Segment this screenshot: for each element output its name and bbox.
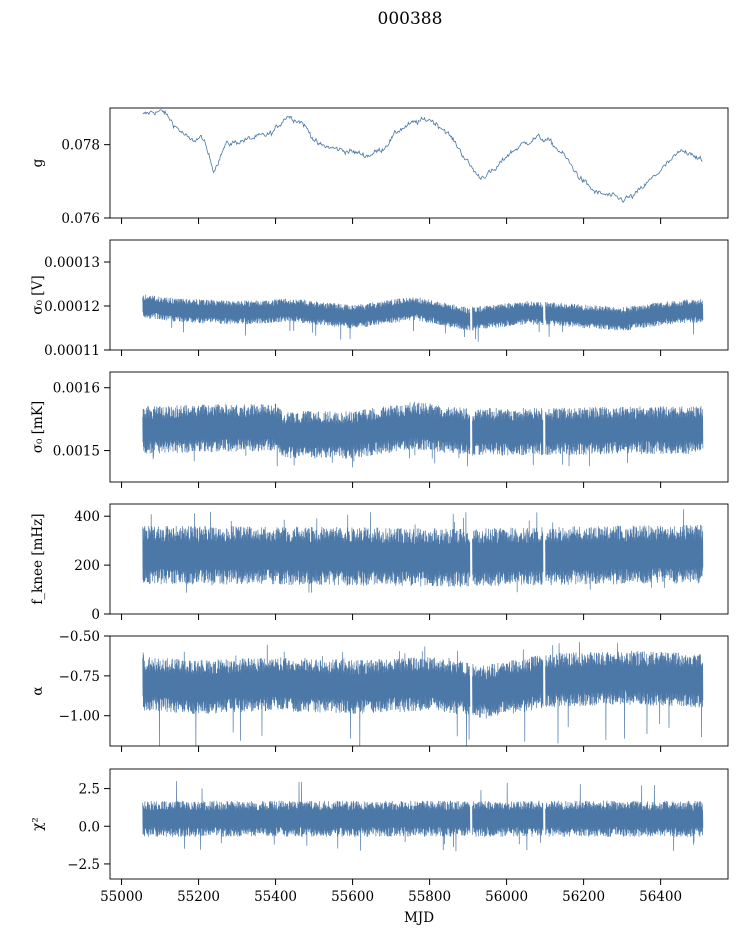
x-tick-label: 55000: [100, 889, 143, 905]
axes-frame: [109, 107, 729, 219]
figure-title: 000388: [378, 9, 443, 29]
y-axis-label: σ₀ [V]: [30, 275, 46, 314]
subplot-fknee: 0 200 400 f_knee [mHz]: [30, 503, 729, 623]
y-tick-label: 2.5: [79, 782, 100, 798]
axes-frame: [109, 239, 729, 351]
y-axis-label: g: [30, 158, 46, 167]
subplot-g: 0.076 0.078 g: [30, 107, 729, 227]
y-tick-label: 0.00012: [44, 299, 100, 315]
x-tick-label: 55200: [177, 889, 220, 905]
axes-frame: [109, 371, 729, 483]
x-axis-label: MJD: [404, 910, 434, 926]
axes-frame: [109, 635, 729, 747]
subplot-sigma0_V: 0.00011 0.00012 0.00013 σ₀ [V]: [30, 239, 729, 359]
axes-frame: [109, 503, 729, 615]
y-axis-label: f_knee [mHz]: [30, 513, 46, 604]
y-tick-label: −2.5: [67, 857, 100, 873]
series-line-g: [142, 109, 703, 203]
series-line-chi2: [142, 781, 704, 852]
subplot-alpha: −1.00 −0.75 −0.50 α: [30, 629, 729, 752]
x-tick-label: 55800: [408, 889, 451, 905]
y-tick-label: 0.00013: [44, 255, 100, 271]
x-tick-label: 56000: [485, 889, 528, 905]
y-tick-label: 0.076: [61, 211, 100, 227]
x-tick-label: 55400: [254, 889, 297, 905]
y-tick-label: 400: [74, 509, 100, 525]
y-tick-label: 0.0: [79, 819, 100, 835]
y-axis-label: χ²: [30, 817, 46, 831]
y-tick-label: 0: [91, 607, 100, 623]
series-line-fknee: [142, 509, 704, 593]
y-tick-label: 0.0016: [53, 381, 100, 397]
y-tick-label: 0.078: [61, 138, 100, 154]
y-tick-label: 0.00011: [44, 343, 100, 359]
x-tick-label: 55600: [331, 889, 374, 905]
series-line-sigma0_V: [142, 294, 704, 342]
x-tick-label: 56400: [639, 889, 682, 905]
x-tick-label: 56200: [562, 889, 605, 905]
y-tick-label: −0.75: [59, 669, 100, 685]
y-tick-label: −0.50: [59, 629, 100, 645]
subplot-sigma0_mK: 0.0015 0.0016 σ₀ [mK]: [30, 371, 729, 488]
subplot-chi2: −2.5 0.0 2.5 55000 55200 55400 55600 55800 56000…: [30, 768, 729, 905]
series-line-sigma0_mK: [142, 401, 704, 468]
y-axis-label: σ₀ [mK]: [30, 401, 46, 453]
axes-frame: [109, 768, 729, 880]
y-tick-label: 0.0015: [53, 444, 100, 460]
y-tick-label: 200: [74, 558, 100, 574]
series-line-alpha: [142, 642, 704, 746]
y-axis-label: α: [30, 686, 46, 695]
y-tick-label: −1.00: [59, 709, 100, 725]
